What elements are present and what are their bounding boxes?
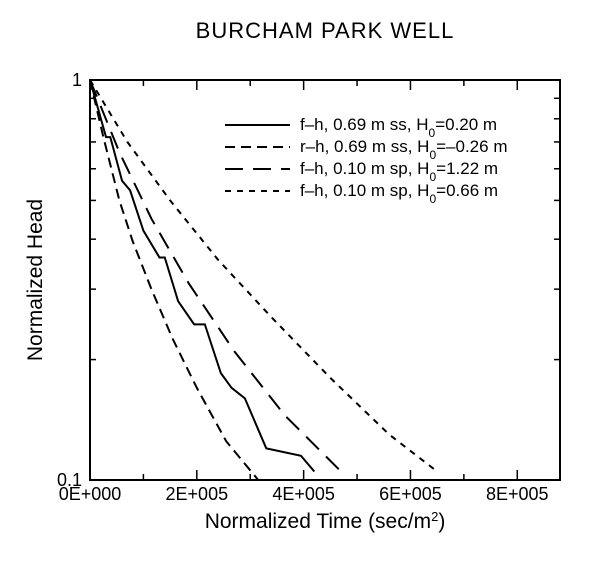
y-tick-label: 1 [72,70,82,90]
x-tick-label: 2E+005 [166,484,229,504]
x-tick-label: 6E+005 [379,484,442,504]
x-tick-label: 4E+005 [272,484,335,504]
y-tick-label: 0.1 [57,470,82,490]
series-s1 [90,80,314,472]
x-tick-label: 8E+005 [486,484,549,504]
chart-svg: BURCHAM PARK WELL0E+0002E+0054E+0056E+00… [0,0,600,565]
x-axis-label: Normalized Time (sec/m2) [205,509,446,534]
y-axis-label: Normalized Head [24,199,47,361]
chart-container: BURCHAM PARK WELL0E+0002E+0054E+0056E+00… [0,0,600,565]
chart-title: BURCHAM PARK WELL [196,18,455,43]
legend-label-s4: f–h, 0.10 m sp, H0=0.66 m [300,181,498,206]
